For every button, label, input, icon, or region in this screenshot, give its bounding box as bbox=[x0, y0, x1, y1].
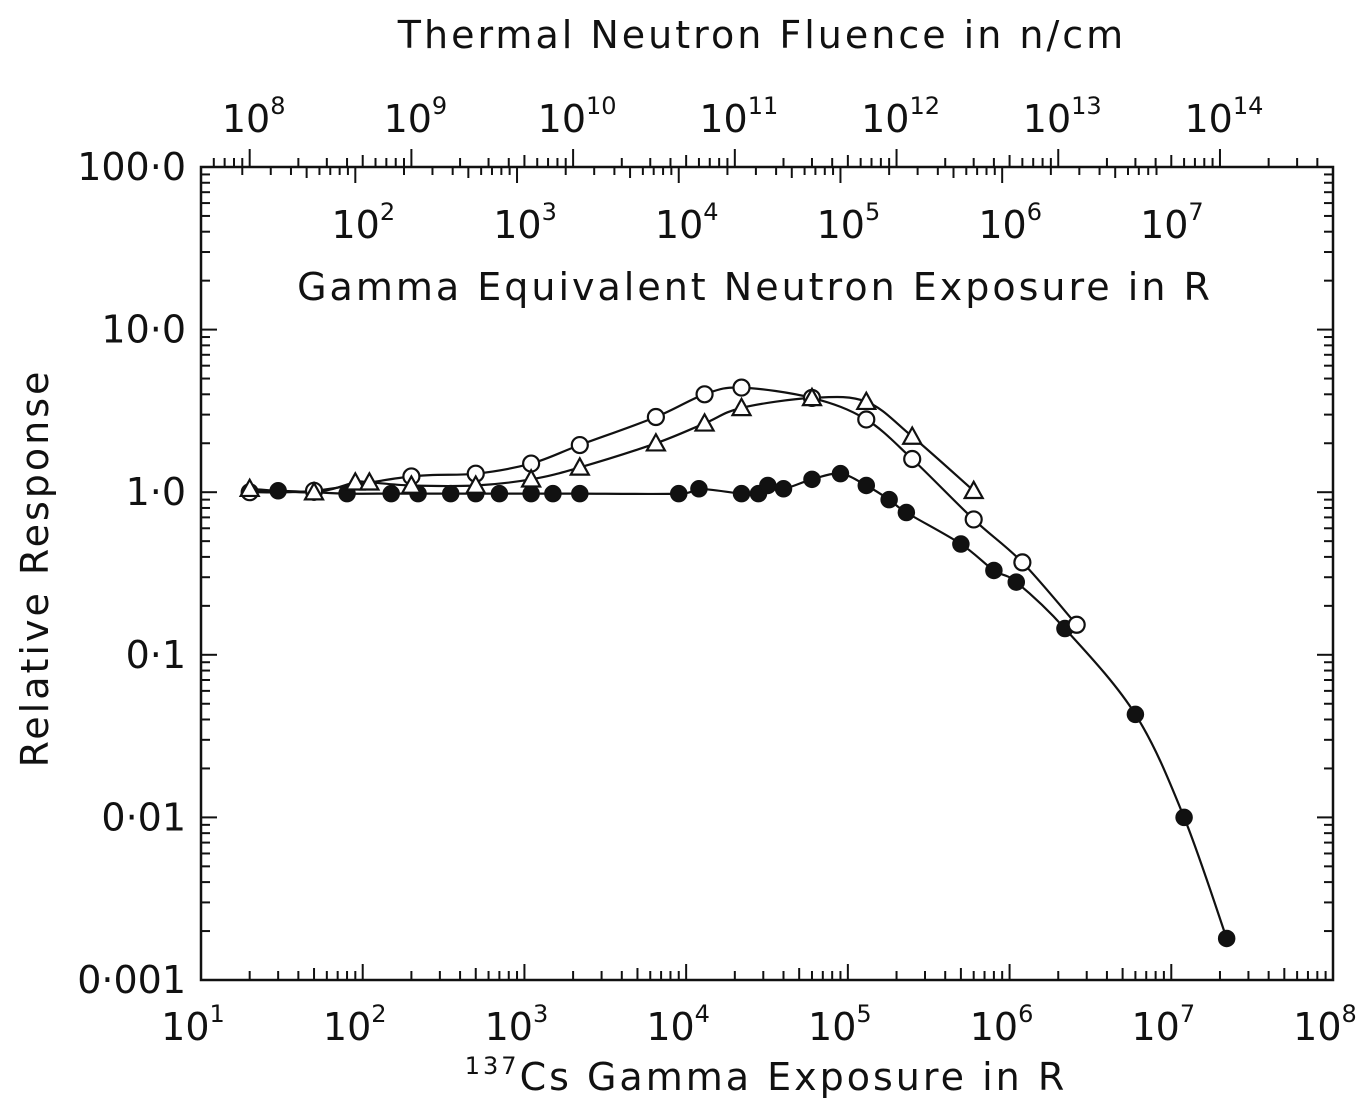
top-tick-label: 1010 bbox=[538, 92, 617, 141]
filled-circle-curve bbox=[249, 472, 1228, 939]
open-triangle-point bbox=[344, 471, 367, 491]
filled-circle-point bbox=[857, 476, 876, 495]
x-tick-label: 104 bbox=[646, 1000, 710, 1049]
y-axis-title: Relative Response bbox=[13, 369, 57, 768]
open-circle-point bbox=[732, 378, 751, 397]
open-circle-curve bbox=[249, 386, 1078, 626]
open-triangle-point bbox=[730, 396, 753, 417]
open-circle-point bbox=[964, 510, 983, 529]
filled-circle-point bbox=[1126, 705, 1145, 724]
open-triangle-point bbox=[520, 468, 542, 488]
top-tick-label: 1013 bbox=[1023, 92, 1102, 141]
filled-circle-point bbox=[1217, 929, 1236, 948]
open-circle-point bbox=[646, 407, 665, 427]
inner-tick-label: 104 bbox=[655, 198, 719, 247]
filled-circle-point bbox=[571, 484, 589, 503]
inner-tick-label: 103 bbox=[493, 198, 557, 247]
y-tick-label: 10·0 bbox=[101, 308, 186, 352]
filled-circle-point bbox=[952, 535, 970, 553]
x-tick-label: 105 bbox=[808, 1000, 872, 1049]
y-tick-label: 0·001 bbox=[77, 958, 186, 1002]
inner-tick-label: 105 bbox=[817, 198, 881, 247]
inner-tick-label: 107 bbox=[1140, 198, 1204, 247]
filled-circle-point bbox=[490, 484, 509, 503]
inner-tick-label: 106 bbox=[978, 198, 1042, 247]
x-tick-label: 101 bbox=[161, 1000, 225, 1049]
x-axis-title: 137Cs Gamma Exposure in R bbox=[465, 1052, 1067, 1099]
filled-circle-point bbox=[269, 482, 287, 500]
data-points bbox=[238, 378, 1236, 948]
series-curves bbox=[249, 386, 1228, 939]
x-axis-title-sup: 137 bbox=[465, 1052, 520, 1080]
top-tick-label: 1012 bbox=[861, 92, 940, 141]
filled-circle-point bbox=[985, 561, 1003, 580]
top-tick-label: 108 bbox=[222, 92, 286, 141]
open-circle-point bbox=[903, 449, 922, 469]
filled-circle-point bbox=[880, 490, 898, 509]
open-triangle-point bbox=[693, 412, 716, 432]
top-axis-title: Thermal Neutron Fluence in n/cm bbox=[397, 13, 1126, 57]
filled-circle-point bbox=[690, 480, 708, 498]
open-triangle-point bbox=[358, 471, 381, 491]
y-tick-label: 1·0 bbox=[126, 470, 186, 514]
filled-circle-point bbox=[759, 476, 777, 495]
filled-circle-point bbox=[774, 480, 793, 498]
open-circle-point bbox=[1067, 615, 1086, 634]
filled-circle-point bbox=[732, 484, 751, 503]
open-circle-point bbox=[1013, 553, 1032, 572]
filled-circle-point bbox=[1007, 573, 1026, 591]
top-tick-label: 109 bbox=[384, 92, 448, 141]
inner-tick-label: 102 bbox=[331, 198, 395, 247]
filled-circle-point bbox=[382, 484, 400, 503]
filled-circle-point bbox=[831, 464, 850, 483]
open-triangle-point bbox=[645, 431, 667, 452]
open-triangle-point bbox=[464, 474, 487, 494]
open-circle-point bbox=[695, 385, 714, 404]
open-triangle-point bbox=[855, 390, 878, 411]
y-tick-label: 0·1 bbox=[126, 633, 186, 677]
open-triangle-point bbox=[901, 425, 924, 445]
filled-circle-point bbox=[897, 503, 916, 522]
top-tick-label: 1011 bbox=[699, 92, 778, 141]
open-triangle-point bbox=[400, 474, 423, 494]
inner-axis-title: Gamma Equivalent Neutron Exposure in R bbox=[297, 265, 1213, 309]
top-tick-label: 1014 bbox=[1185, 92, 1264, 141]
plot-frame bbox=[199, 165, 1335, 982]
filled-circle-point bbox=[669, 484, 688, 503]
open-triangle-point bbox=[303, 480, 325, 501]
x-tick-label: 102 bbox=[323, 1000, 387, 1049]
axis-ticks bbox=[200, 149, 1333, 981]
tick-labels: 101 102 103 104 105 106 107 108 108 109 1010 1011 10… bbox=[77, 92, 1357, 1049]
x-axis-title-main: Cs Gamma Exposure in R bbox=[520, 1055, 1068, 1099]
filled-circle-point bbox=[441, 484, 460, 503]
x-tick-label: 107 bbox=[1131, 1000, 1195, 1049]
open-triangle-point bbox=[801, 386, 823, 407]
y-tick-label: 0·01 bbox=[101, 795, 186, 839]
x-tick-label: 103 bbox=[485, 1000, 549, 1049]
filled-circle-point bbox=[522, 484, 540, 503]
filled-circle-point bbox=[803, 470, 821, 489]
filled-circle-point bbox=[1175, 808, 1193, 827]
open-triangle-point bbox=[238, 477, 261, 498]
y-tick-label: 100·0 bbox=[77, 145, 186, 189]
x-tick-label: 106 bbox=[970, 1000, 1034, 1049]
open-triangle-point bbox=[568, 456, 591, 476]
x-tick-label: 108 bbox=[1293, 1000, 1357, 1049]
open-circle-point bbox=[570, 435, 589, 455]
filled-circle-point bbox=[544, 484, 562, 503]
open-triangle-point bbox=[962, 479, 985, 500]
open-circle-point bbox=[857, 410, 876, 429]
